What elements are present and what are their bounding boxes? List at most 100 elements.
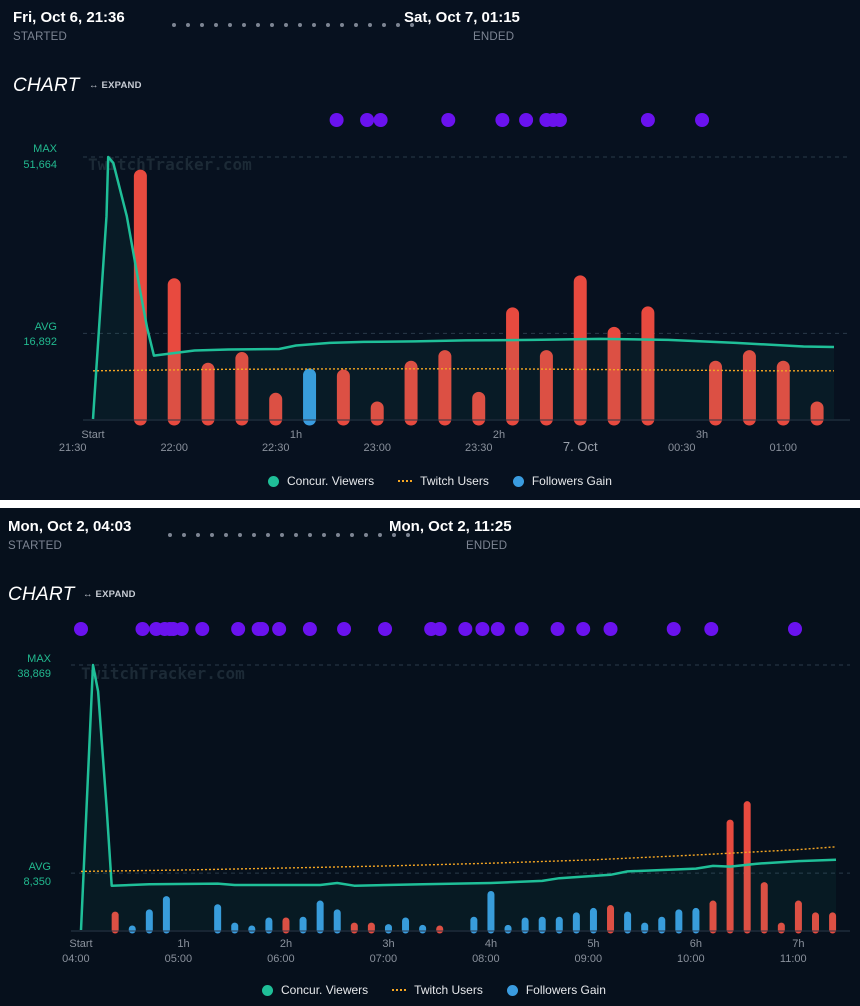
event-dot: [552, 113, 567, 127]
follower-bar: [709, 900, 717, 934]
x-tick-duration: 1h: [177, 938, 189, 950]
event-dot: [378, 622, 393, 636]
expand-button[interactable]: ↔ EXPAND: [89, 80, 142, 91]
event-dot: [458, 622, 473, 636]
follower-bar: [214, 904, 222, 934]
viewers-line: [79, 663, 837, 931]
event-dot: [550, 622, 565, 636]
start-date: Mon, Oct 2, 04:03: [8, 518, 132, 535]
x-tick-clock: 7. Oct: [563, 439, 598, 454]
timeline-dots: [168, 533, 410, 537]
follower-bar: [538, 916, 546, 934]
legend-dash-icon: [398, 480, 413, 482]
avg-label: AVG: [35, 321, 57, 333]
max-value: 38,869: [17, 668, 51, 680]
event-dot: [272, 622, 287, 636]
x-tick-clock: 07:00: [370, 953, 398, 965]
legend-followers[interactable]: Followers Gain: [506, 983, 606, 997]
event-dot: [432, 622, 447, 636]
follower-bar: [470, 916, 478, 934]
end-date: Sat, Oct 7, 01:15: [404, 9, 520, 26]
x-tick-duration: 2h: [493, 429, 505, 441]
legend-dot-icon: [512, 475, 524, 487]
event-dot: [603, 622, 618, 636]
event-dot: [519, 113, 534, 127]
legend-dot-icon: [262, 984, 273, 996]
legend-viewers[interactable]: Concur. Viewers: [262, 983, 368, 997]
follower-bar: [776, 360, 790, 426]
follower-bar: [742, 350, 756, 426]
chart-title: CHART: [8, 584, 75, 605]
x-tick-clock: 04:00: [62, 953, 90, 965]
follower-bar: [235, 352, 249, 426]
follower-bar: [675, 909, 683, 934]
x-tick-duration: 3h: [382, 938, 394, 950]
expand-button[interactable]: ↔ EXPAND: [83, 589, 136, 600]
follower-bar: [624, 911, 632, 934]
max-label: MAX: [27, 653, 52, 665]
event-dot: [495, 113, 510, 127]
chart-svg-1: TwitchTracker.com MAX 51,664 AVG 16,892 Start…: [23, 113, 850, 454]
x-tick-duration: 7h: [792, 938, 804, 950]
chart-title: CHART: [13, 75, 80, 96]
x-tick-duration: Start: [69, 938, 92, 950]
event-dot: [666, 622, 681, 636]
event-dot: [231, 622, 246, 636]
event-dot: [788, 622, 803, 636]
x-tick-duration: 3h: [696, 429, 708, 441]
x-tick-clock: 00:30: [668, 442, 696, 454]
follower-bar: [333, 909, 341, 934]
event-dot: [195, 622, 210, 636]
chart-legend: Concur. Viewers Twitch Users Followers G…: [262, 983, 606, 997]
avg-value: 16,892: [23, 336, 57, 348]
x-tick-clock: 23:00: [363, 442, 391, 454]
event-dot: [255, 622, 270, 636]
x-tick-clock: 21:30: [59, 442, 87, 454]
follower-bar: [573, 275, 587, 426]
legend-followers[interactable]: Followers Gain: [512, 474, 612, 488]
viewers-area: [81, 665, 836, 930]
event-dot: [695, 113, 710, 127]
x-tick-clock: 11:00: [780, 953, 807, 965]
follower-bar: [555, 916, 563, 934]
x-tick-duration: 1h: [290, 429, 302, 441]
timeline-dots: [172, 23, 414, 27]
follower-bar: [607, 326, 621, 426]
event-dot: [337, 622, 352, 636]
follower-bar: [760, 882, 768, 934]
follower-bar: [145, 909, 153, 934]
follower-bar: [265, 917, 273, 934]
twitch-users-line: [80, 846, 837, 873]
end-date: Mon, Oct 2, 11:25: [389, 518, 512, 535]
started-label: STARTED: [8, 540, 63, 552]
follower-bar: [506, 307, 520, 426]
event-dot: [640, 113, 655, 127]
event-dot: [174, 622, 189, 636]
started-label: STARTED: [13, 31, 68, 43]
follower-bar: [709, 360, 723, 426]
x-tick-clock: 08:00: [472, 953, 500, 965]
follower-bar: [743, 801, 751, 934]
follower-bar: [336, 369, 350, 426]
event-dot: [302, 622, 317, 636]
avg-label: AVG: [29, 861, 51, 873]
start-date: Fri, Oct 6, 21:36: [13, 9, 125, 26]
event-dot: [475, 622, 490, 636]
legend-dash-icon: [392, 989, 407, 991]
legend-twitch-users[interactable]: Twitch Users: [392, 983, 483, 997]
follower-bar: [282, 917, 290, 934]
viewers-line: [91, 155, 835, 420]
legend-viewers[interactable]: Concur. Viewers: [268, 474, 374, 488]
x-tick-clock: 06:00: [267, 953, 295, 965]
legend-twitch-users[interactable]: Twitch Users: [398, 474, 489, 488]
x-tick-clock: 09:00: [575, 953, 603, 965]
event-dot: [490, 622, 505, 636]
x-tick-clock: 10:00: [677, 953, 705, 965]
x-tick-duration: 4h: [485, 938, 497, 950]
event-dot: [329, 113, 344, 127]
x-tick-clock: 22:30: [262, 442, 290, 454]
watermark: TwitchTracker.com: [81, 664, 245, 683]
follower-bar: [829, 912, 837, 934]
x-tick-duration: 6h: [690, 938, 702, 950]
chart-panel-2: Mon, Oct 2, 04:03 STARTED Mon, Oct 2, 11…: [0, 508, 860, 1006]
